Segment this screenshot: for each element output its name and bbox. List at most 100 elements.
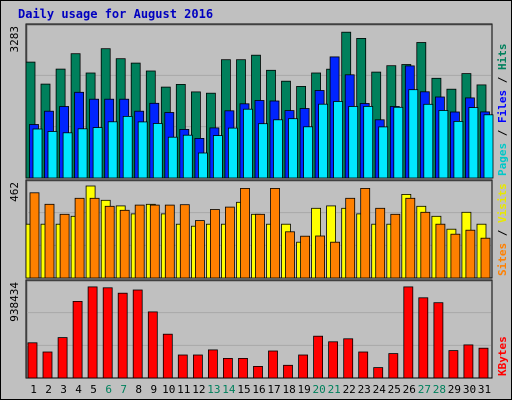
x-tick-label: 14 <box>222 383 236 396</box>
bar-kbytes-day-30 <box>463 344 474 379</box>
bar-sites-day-21 <box>330 241 341 279</box>
series-pages <box>32 89 494 179</box>
x-tick-label: 8 <box>135 383 142 396</box>
series-kbytes <box>27 286 489 379</box>
x-tick-label: 5 <box>90 383 97 396</box>
x-tick-label: 28 <box>433 383 446 396</box>
legend-entry: / <box>496 123 509 143</box>
bar-pages-day-30 <box>468 107 479 179</box>
bar-kbytes-day-16 <box>253 365 263 379</box>
x-tick-label: 9 <box>150 383 157 396</box>
bar-sites-day-11 <box>179 204 190 279</box>
bar-sites-day-18 <box>285 231 295 279</box>
bar-pages-day-3 <box>62 132 73 179</box>
panel-hits-files-pages: 3283 Pages / Files / Hits <box>8 23 509 179</box>
bar-pages-day-2 <box>47 131 58 179</box>
bar-sites-day-2 <box>44 203 55 279</box>
bar-kbytes-day-14 <box>222 357 233 379</box>
bar-sites-day-22 <box>345 197 356 279</box>
x-tick-label: 15 <box>237 383 250 396</box>
bar-sites-day-29 <box>450 233 461 279</box>
bar-pages-day-18 <box>288 118 298 179</box>
bar-pages-day-5 <box>92 127 103 179</box>
x-tick-label: 24 <box>373 383 387 396</box>
panel-kbytes: 938434 KBytes <box>8 279 509 379</box>
series-sites <box>29 187 491 279</box>
panel-legend: KBytes <box>496 336 509 376</box>
legend-entry: Files <box>496 90 509 123</box>
legend-entry: Pages <box>496 143 509 176</box>
bar-pages-day-31 <box>483 114 494 179</box>
bar-pages-day-28 <box>438 110 449 179</box>
bar-kbytes-day-20 <box>313 335 324 379</box>
bar-sites-day-7 <box>119 209 130 279</box>
bar-pages-day-4 <box>77 128 88 179</box>
x-tick-label: 3 <box>60 383 67 396</box>
panels-layer: 3283 Pages / Files / Hits 462 Sites / Visit… <box>8 23 509 379</box>
bar-sites-day-1 <box>29 192 40 279</box>
bar-pages-day-1 <box>32 128 43 179</box>
x-tick-label: 10 <box>162 383 175 396</box>
bar-sites-day-10 <box>164 204 175 279</box>
bar-kbytes-day-6 <box>102 287 113 379</box>
bar-pages-day-22 <box>348 106 359 179</box>
bar-sites-day-5 <box>89 197 100 279</box>
bar-pages-day-10 <box>167 136 178 179</box>
x-tick-label: 26 <box>403 383 416 396</box>
bar-pages-day-9 <box>152 123 163 179</box>
bar-sites-day-26 <box>405 197 416 279</box>
x-tick-label: 17 <box>267 383 280 396</box>
panel-visits-sites: 462 Sites / Visits <box>8 179 509 279</box>
x-tick-label: 22 <box>343 383 356 396</box>
bar-kbytes-day-29 <box>448 350 459 379</box>
bar-pages-day-19 <box>303 126 314 179</box>
legend-entry: KBytes <box>496 336 509 376</box>
x-tick-label: 12 <box>192 383 205 396</box>
bar-sites-day-30 <box>465 229 476 279</box>
x-tick-label: 19 <box>297 383 310 396</box>
x-tick-label: 1 <box>30 383 37 396</box>
bar-pages-day-20 <box>318 103 329 179</box>
bar-pages-day-24 <box>378 126 389 179</box>
bar-sites-day-17 <box>270 187 280 279</box>
bar-kbytes-day-3 <box>57 337 68 379</box>
legend-entry: / <box>496 223 509 243</box>
x-tick-label: 23 <box>358 383 371 396</box>
bar-pages-day-16 <box>258 123 268 179</box>
bar-pages-day-12 <box>197 152 208 179</box>
bar-pages-day-23 <box>363 106 374 179</box>
panel-legend: Pages / Files / Hits <box>496 44 509 177</box>
bar-kbytes-day-27 <box>418 297 429 379</box>
bar-kbytes-day-24 <box>373 367 384 379</box>
bar-kbytes-day-11 <box>177 354 188 379</box>
bar-pages-day-26 <box>408 89 419 179</box>
bar-sites-day-13 <box>209 209 220 279</box>
x-tick-label: 6 <box>105 383 112 396</box>
bar-pages-day-8 <box>137 121 148 179</box>
bar-kbytes-day-17 <box>268 350 278 379</box>
bar-sites-day-23 <box>360 187 371 279</box>
bar-sites-day-9 <box>149 204 160 279</box>
bar-sites-day-24 <box>375 207 386 279</box>
x-tick-label: 27 <box>418 383 431 396</box>
legend-entry: Visits <box>496 183 509 223</box>
x-tick-label: 4 <box>75 383 82 396</box>
bar-sites-day-27 <box>420 211 431 279</box>
bar-sites-day-16 <box>255 213 265 279</box>
bar-kbytes-day-4 <box>72 300 83 379</box>
x-tick-label: 18 <box>282 383 295 396</box>
bar-pages-day-21 <box>333 101 344 179</box>
bar-kbytes-day-7 <box>117 292 128 379</box>
bar-pages-day-6 <box>107 121 118 179</box>
bar-sites-day-14 <box>224 206 235 279</box>
bar-kbytes-day-8 <box>132 289 143 379</box>
bar-kbytes-day-26 <box>403 286 414 379</box>
x-tick-labels: 1 2 3 4 5 6 7 8 9 10 11 12 13 14 15 16 17 18 19 20 21 22 23 24 2… <box>30 383 491 396</box>
x-tick-label: 25 <box>388 383 401 396</box>
bar-sites-day-25 <box>390 213 401 279</box>
bar-sites-day-3 <box>59 213 70 279</box>
x-tick-label: 11 <box>177 383 190 396</box>
panel-max-label: 3283 <box>8 26 21 53</box>
bar-pages-day-7 <box>122 116 133 179</box>
